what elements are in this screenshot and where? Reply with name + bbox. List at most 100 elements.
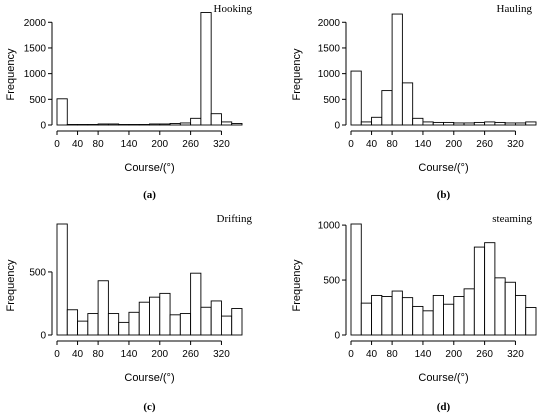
histogram-bar	[381, 296, 393, 336]
x-tick-label: 40	[72, 139, 84, 150]
histogram-bar	[128, 124, 140, 126]
histogram-bar	[128, 311, 140, 336]
panel-caption: (b)	[437, 189, 451, 201]
x-tick-label: 320	[507, 349, 524, 360]
y-tick-label: 500	[323, 276, 340, 287]
x-tick-label: 200	[445, 349, 462, 360]
y-axis-title: Frequency	[5, 259, 17, 311]
y-axis-title: Frequency	[291, 48, 303, 100]
histogram-bar	[494, 277, 506, 336]
y-tick-label: 1000	[318, 221, 341, 232]
histogram-bar	[107, 123, 120, 126]
x-axis-title: Course/(°)	[418, 372, 468, 384]
y-tick-label: 1500	[24, 43, 47, 54]
histogram-bar	[514, 122, 527, 126]
y-tick-label: 500	[29, 267, 46, 278]
x-tick-label: 260	[476, 349, 493, 360]
histogram-bar	[422, 310, 434, 336]
x-tick-label: 40	[366, 349, 378, 360]
histogram-bar	[210, 113, 222, 126]
x-tick-label: 140	[121, 139, 138, 150]
histogram-bar	[159, 123, 171, 126]
x-axis-title: Course/(°)	[124, 372, 174, 384]
histogram-bar	[371, 294, 383, 336]
y-tick-label: 0	[334, 331, 340, 342]
histogram-bar	[190, 272, 202, 336]
histogram-bar	[118, 124, 130, 126]
histogram-bar	[432, 294, 444, 336]
histogram-bar	[443, 121, 455, 126]
histogram-bar	[66, 309, 79, 336]
histogram-bar	[412, 305, 424, 336]
histogram-bar	[412, 117, 424, 126]
histogram-bar	[118, 321, 130, 336]
histogram-bar	[149, 296, 161, 336]
x-tick-label: 320	[213, 139, 230, 150]
x-tick-label: 0	[54, 349, 60, 360]
y-tick-label: 2000	[24, 18, 47, 29]
histogram-bar	[220, 121, 233, 126]
histogram-bar	[56, 98, 68, 126]
panel-caption: (d)	[437, 401, 451, 413]
panel-title: Drifting	[217, 213, 253, 225]
histogram-bar	[87, 313, 99, 336]
histogram-bar	[97, 280, 109, 336]
x-tick-label: 260	[182, 349, 199, 360]
y-tick-label: 500	[323, 95, 340, 106]
x-tick-label: 80	[387, 139, 399, 150]
x-tick-label: 80	[93, 349, 105, 360]
histogram-bar	[231, 308, 243, 336]
x-tick-label: 320	[213, 349, 230, 360]
histogram-bar	[350, 223, 362, 336]
x-axis-title: Course/(°)	[418, 162, 468, 174]
histogram-bar	[149, 123, 161, 126]
x-tick-label: 80	[387, 349, 399, 360]
histogram-bar	[525, 307, 537, 336]
chart-panel-3: 0 500 0 40 80 140 200 260 320 Course/(°) Frequency…	[5, 213, 252, 413]
histogram-bar	[220, 315, 233, 336]
panel-caption: (a)	[143, 189, 156, 201]
histogram-bar	[473, 121, 486, 126]
y-tick-label: 0	[334, 121, 340, 132]
histogram-bar	[159, 292, 171, 336]
histogram-bar	[138, 301, 150, 336]
histogram-bar	[463, 122, 475, 126]
histogram-bar	[504, 281, 516, 336]
histogram-bar	[56, 223, 68, 336]
histogram-bar	[179, 122, 192, 126]
histogram-bar	[514, 294, 527, 336]
y-tick-label: 2000	[318, 18, 341, 29]
histogram-bar	[77, 124, 89, 126]
x-tick-label: 200	[151, 349, 168, 360]
y-tick-label: 1000	[318, 69, 341, 80]
histogram-bar	[350, 70, 362, 126]
histogram-bar	[66, 124, 79, 126]
chart-panel-4: 0 500 1000 0 40 80 140 200 260 320 Course/(°) Frequ…	[291, 213, 537, 413]
histogram-bar	[371, 116, 383, 126]
histogram-bar	[107, 313, 120, 336]
chart-panel-2: 0 500 1000 1500 2000 0 40 80 140 200 260 320 Course/…	[291, 3, 537, 201]
histogram-bar	[179, 313, 192, 336]
x-tick-label: 80	[93, 139, 105, 150]
x-tick-label: 200	[151, 139, 168, 150]
histogram-bar	[77, 320, 89, 336]
panel-title: steaming	[492, 213, 532, 225]
histogram-bar	[453, 296, 465, 336]
histogram-bar	[432, 121, 444, 126]
y-tick-label: 0	[40, 331, 46, 342]
histogram-bar	[87, 124, 99, 126]
histogram-bar	[169, 123, 181, 126]
histogram-bar	[138, 124, 150, 126]
x-tick-label: 260	[476, 139, 493, 150]
histogram-bar	[494, 121, 506, 126]
histogram-bar	[360, 121, 373, 126]
histogram-bar	[231, 123, 243, 126]
y-tick-label: 1500	[318, 43, 341, 54]
panel-title: Hauling	[497, 3, 533, 15]
histogram-bar	[401, 297, 414, 336]
panel-title: Hooking	[214, 3, 253, 15]
histogram-bar	[190, 117, 202, 126]
x-axis-title: Course/(°)	[124, 162, 174, 174]
x-tick-label: 0	[54, 139, 60, 150]
